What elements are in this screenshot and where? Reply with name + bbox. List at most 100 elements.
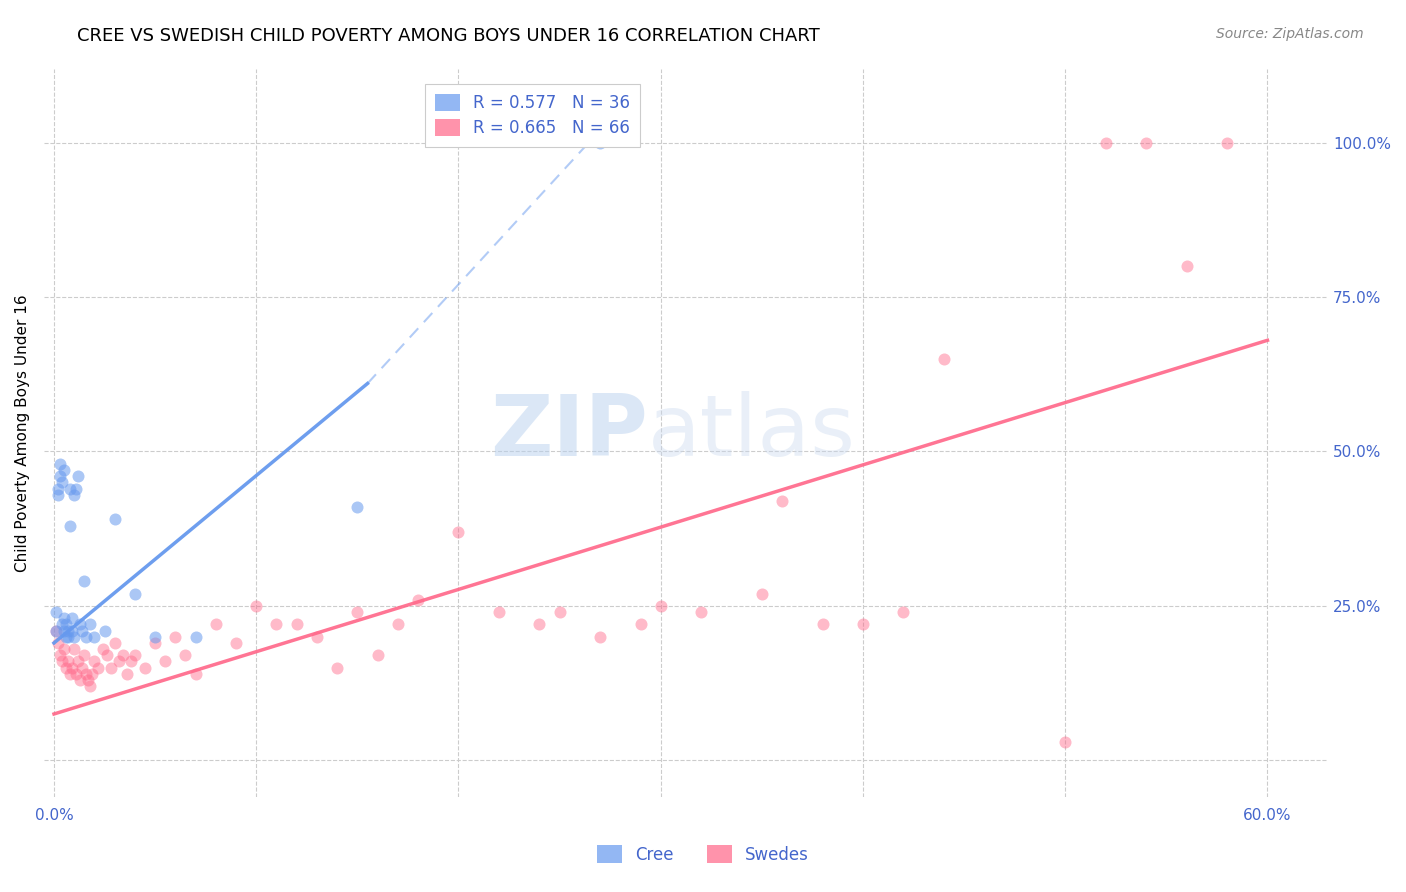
- Point: [184, 630, 207, 644]
- Y-axis label: Child Poverty Among Boys Under 16: Child Poverty Among Boys Under 16: [15, 294, 30, 572]
- Point: [60, 624, 83, 638]
- Point: [245, 599, 267, 613]
- Point: [83, 655, 105, 669]
- Point: [59, 482, 82, 496]
- Text: CREE VS SWEDISH CHILD POVERTY AMONG BOYS UNDER 16 CORRELATION CHART: CREE VS SWEDISH CHILD POVERTY AMONG BOYS…: [77, 27, 820, 45]
- Point: [406, 592, 429, 607]
- Legend: Cree, Swedes: Cree, Swedes: [591, 838, 815, 871]
- Point: [1216, 136, 1239, 150]
- Point: [82, 666, 104, 681]
- Point: [155, 655, 177, 669]
- Point: [45, 605, 67, 619]
- Point: [93, 624, 115, 638]
- Text: ZIP: ZIP: [489, 392, 648, 475]
- Point: [111, 648, 134, 663]
- Text: Source: ZipAtlas.com: Source: ZipAtlas.com: [1216, 27, 1364, 41]
- Point: [56, 630, 79, 644]
- Point: [143, 636, 166, 650]
- Point: [87, 660, 110, 674]
- Point: [63, 630, 86, 644]
- Point: [63, 642, 86, 657]
- Point: [72, 624, 94, 638]
- Point: [60, 611, 83, 625]
- Point: [225, 636, 247, 650]
- Text: atlas: atlas: [648, 392, 855, 475]
- Point: [69, 617, 91, 632]
- Point: [120, 655, 142, 669]
- Point: [811, 617, 834, 632]
- Point: [690, 605, 713, 619]
- Point: [204, 617, 226, 632]
- Point: [630, 617, 652, 632]
- Point: [852, 617, 875, 632]
- Point: [305, 630, 328, 644]
- Point: [326, 660, 349, 674]
- Point: [79, 679, 101, 693]
- Point: [346, 605, 368, 619]
- Point: [104, 636, 127, 650]
- Point: [932, 351, 955, 366]
- Point: [59, 666, 82, 681]
- Point: [46, 482, 69, 496]
- Point: [285, 617, 308, 632]
- Point: [447, 524, 470, 539]
- Point: [46, 488, 69, 502]
- Point: [1054, 735, 1077, 749]
- Point: [56, 655, 79, 669]
- Point: [45, 624, 67, 638]
- Point: [770, 494, 793, 508]
- Point: [59, 518, 82, 533]
- Point: [56, 624, 79, 638]
- Point: [69, 673, 91, 687]
- Point: [1175, 259, 1198, 273]
- Point: [55, 630, 77, 644]
- Point: [53, 624, 76, 638]
- Point: [55, 617, 77, 632]
- Point: [75, 630, 97, 644]
- Point: [49, 469, 72, 483]
- Point: [529, 617, 551, 632]
- Point: [72, 660, 94, 674]
- Point: [893, 605, 915, 619]
- Point: [548, 605, 571, 619]
- Point: [104, 512, 127, 526]
- Point: [589, 136, 612, 150]
- Point: [55, 660, 77, 674]
- Point: [73, 648, 96, 663]
- Point: [46, 636, 69, 650]
- Point: [53, 463, 76, 477]
- Point: [51, 475, 73, 490]
- Point: [184, 666, 207, 681]
- Point: [650, 599, 672, 613]
- Point: [143, 630, 166, 644]
- Point: [134, 660, 156, 674]
- Point: [387, 617, 409, 632]
- Point: [73, 574, 96, 589]
- Point: [346, 500, 368, 514]
- Point: [51, 617, 73, 632]
- Point: [124, 586, 146, 600]
- Point: [83, 630, 105, 644]
- Point: [174, 648, 197, 663]
- Point: [65, 666, 87, 681]
- Legend: R = 0.577   N = 36, R = 0.665   N = 66: R = 0.577 N = 36, R = 0.665 N = 66: [425, 84, 640, 147]
- Point: [45, 624, 67, 638]
- Point: [589, 630, 612, 644]
- Point: [1135, 136, 1157, 150]
- Point: [91, 642, 114, 657]
- Point: [60, 660, 83, 674]
- Point: [367, 648, 389, 663]
- Point: [124, 648, 146, 663]
- Point: [115, 666, 138, 681]
- Point: [49, 457, 72, 471]
- Point: [63, 488, 86, 502]
- Point: [1094, 136, 1116, 150]
- Point: [79, 617, 101, 632]
- Point: [165, 630, 187, 644]
- Point: [488, 605, 510, 619]
- Point: [75, 666, 97, 681]
- Point: [67, 655, 90, 669]
- Point: [49, 648, 72, 663]
- Point: [266, 617, 288, 632]
- Point: [53, 611, 76, 625]
